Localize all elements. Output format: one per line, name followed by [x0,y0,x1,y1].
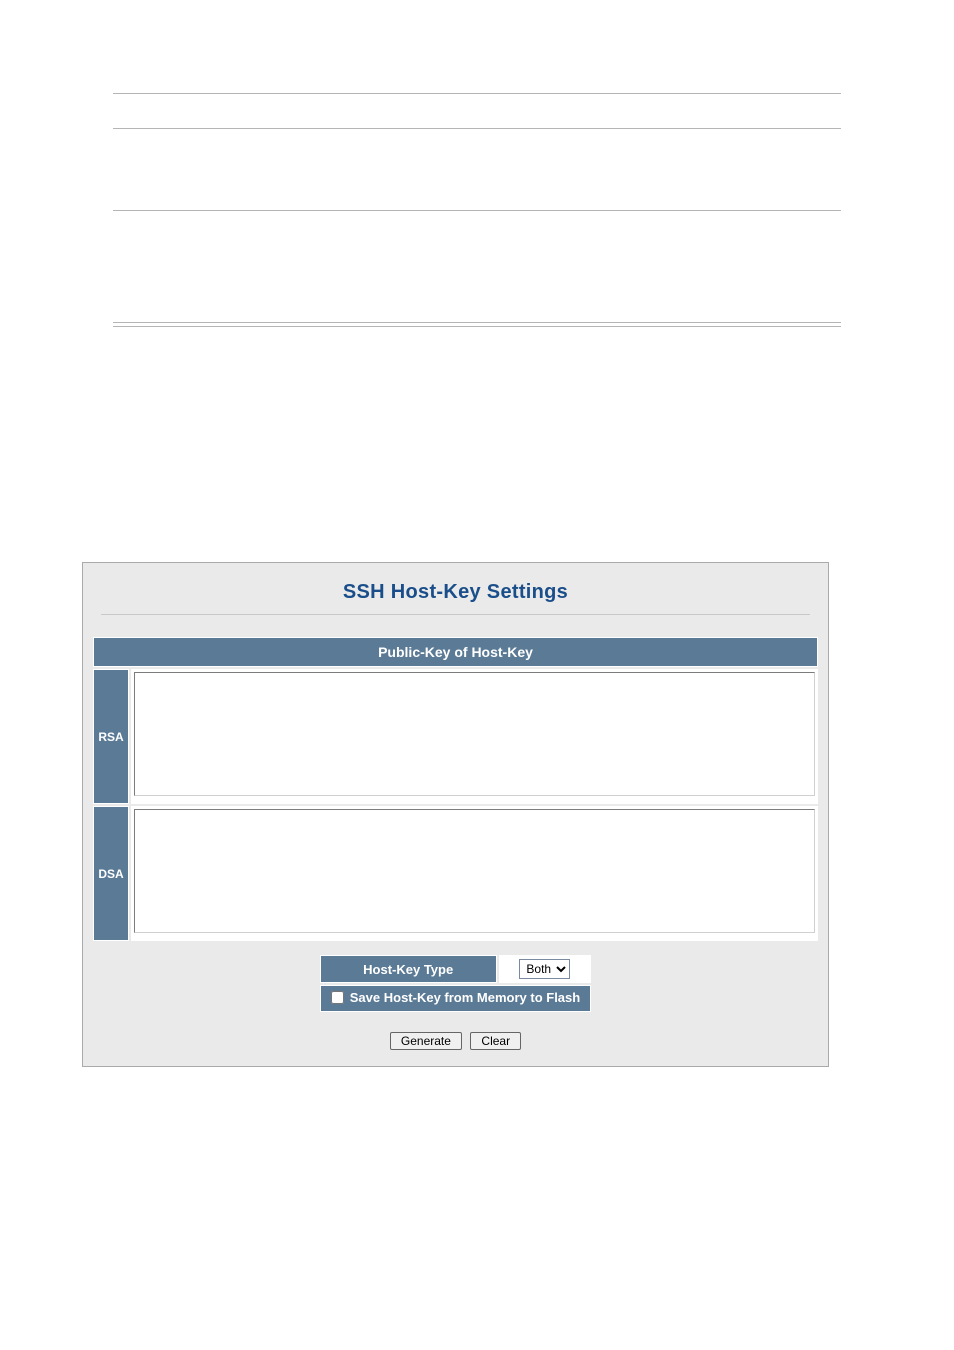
options-table: Host-Key Type Both Save Host-Key from Me… [318,953,593,1014]
dsa-key-textarea[interactable] [134,809,815,933]
host-key-type-value-cell: Both [499,955,592,983]
save-flash-label: Save Host-Key from Memory to Flash [350,990,580,1005]
rsa-key-cell [131,669,818,804]
public-key-table: Public-Key of Host-Key RSA DSA [91,635,820,943]
row-label-dsa: DSA [93,806,129,941]
option-row: Save Host-Key from Memory to Flash [320,985,591,1012]
dsa-key-cell [131,806,818,941]
row-label-rsa: RSA [93,669,129,804]
divider-rule [113,93,841,94]
rsa-key-textarea[interactable] [134,672,815,796]
generate-button[interactable]: Generate [390,1032,462,1050]
option-row: Host-Key Type Both [320,955,591,983]
table-row: DSA [93,806,818,941]
divider-rule [113,326,841,327]
table-row: RSA [93,669,818,804]
save-flash-row: Save Host-Key from Memory to Flash [320,985,591,1012]
panel-title: SSH Host-Key Settings [83,563,828,614]
divider-rule [113,210,841,211]
host-key-type-label: Host-Key Type [320,955,497,983]
divider-rule [113,322,841,323]
table-header: Public-Key of Host-Key [93,637,818,667]
save-flash-checkbox[interactable] [331,991,344,1004]
divider-rule [113,128,841,129]
title-underline [101,614,810,615]
button-row: Generate Clear [83,1024,828,1066]
ssh-host-key-panel: SSH Host-Key Settings Public-Key of Host… [82,562,829,1067]
clear-button[interactable]: Clear [470,1032,521,1050]
host-key-type-select[interactable]: Both [519,959,570,979]
